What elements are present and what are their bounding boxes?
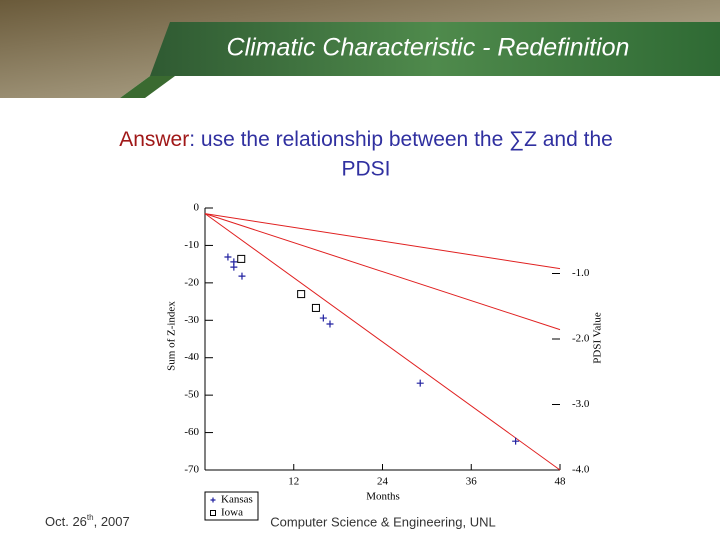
slide-title: Climatic Characteristic - Redefinition — [227, 34, 630, 62]
subtitle-lead: Answer — [119, 128, 189, 151]
point — [210, 510, 216, 516]
point — [319, 314, 327, 322]
pdsi-line — [204, 213, 561, 471]
x-axis-label: Months — [366, 491, 400, 503]
header-slash — [120, 76, 175, 98]
point — [311, 303, 320, 312]
y-tick-label: -50 — [184, 389, 199, 401]
legend-label: Kansas — [221, 494, 253, 506]
y-tick-label: -70 — [184, 464, 199, 476]
point — [238, 272, 246, 280]
y2-tick-label: -2.0 — [572, 333, 590, 345]
point — [512, 437, 520, 445]
pdsi-line — [204, 213, 561, 270]
y-tick-label: -40 — [184, 351, 199, 363]
x-tick-label: 36 — [466, 476, 478, 488]
y-tick-label: 0 — [194, 202, 200, 214]
y2-tick-label: -3.0 — [572, 398, 590, 410]
footer-date: Oct. 26th, 2007 — [45, 513, 130, 529]
y-tick-label: -10 — [184, 239, 199, 251]
legend-label: Iowa — [221, 507, 243, 519]
point — [237, 254, 246, 263]
footer-center: Computer Science & Engineering, UNL — [270, 514, 495, 529]
title-band — [150, 22, 720, 76]
footer-date-sup: th — [87, 513, 94, 522]
y2-axis-label: PDSI Value — [592, 312, 604, 364]
pdsi-line — [204, 213, 561, 331]
x-tick-label: 12 — [288, 476, 299, 488]
y-tick-label: -30 — [184, 314, 199, 326]
subtitle: Answer: use the relationship between the… — [119, 128, 613, 151]
y-axis-label: Sum of Z-index — [166, 301, 178, 371]
point — [224, 253, 232, 261]
point — [230, 263, 238, 271]
y2-tick-label: -4.0 — [572, 464, 590, 476]
x-tick-label: 24 — [377, 476, 389, 488]
footer-date-part: Oct. 26 — [45, 514, 87, 529]
point — [297, 290, 306, 299]
y2-tick-label: -1.0 — [572, 267, 590, 279]
point — [326, 320, 334, 328]
point — [416, 379, 424, 387]
point — [210, 497, 216, 503]
y-tick-label: -20 — [184, 276, 199, 288]
header-edge — [120, 76, 720, 98]
y-tick-label: -60 — [184, 426, 199, 438]
x-tick-label: 48 — [555, 476, 567, 488]
subtitle-text: PDSI — [341, 158, 390, 181]
footer-date-part: , 2007 — [94, 514, 130, 529]
subtitle-text: : use the relationship between the ∑Z an… — [189, 128, 613, 151]
